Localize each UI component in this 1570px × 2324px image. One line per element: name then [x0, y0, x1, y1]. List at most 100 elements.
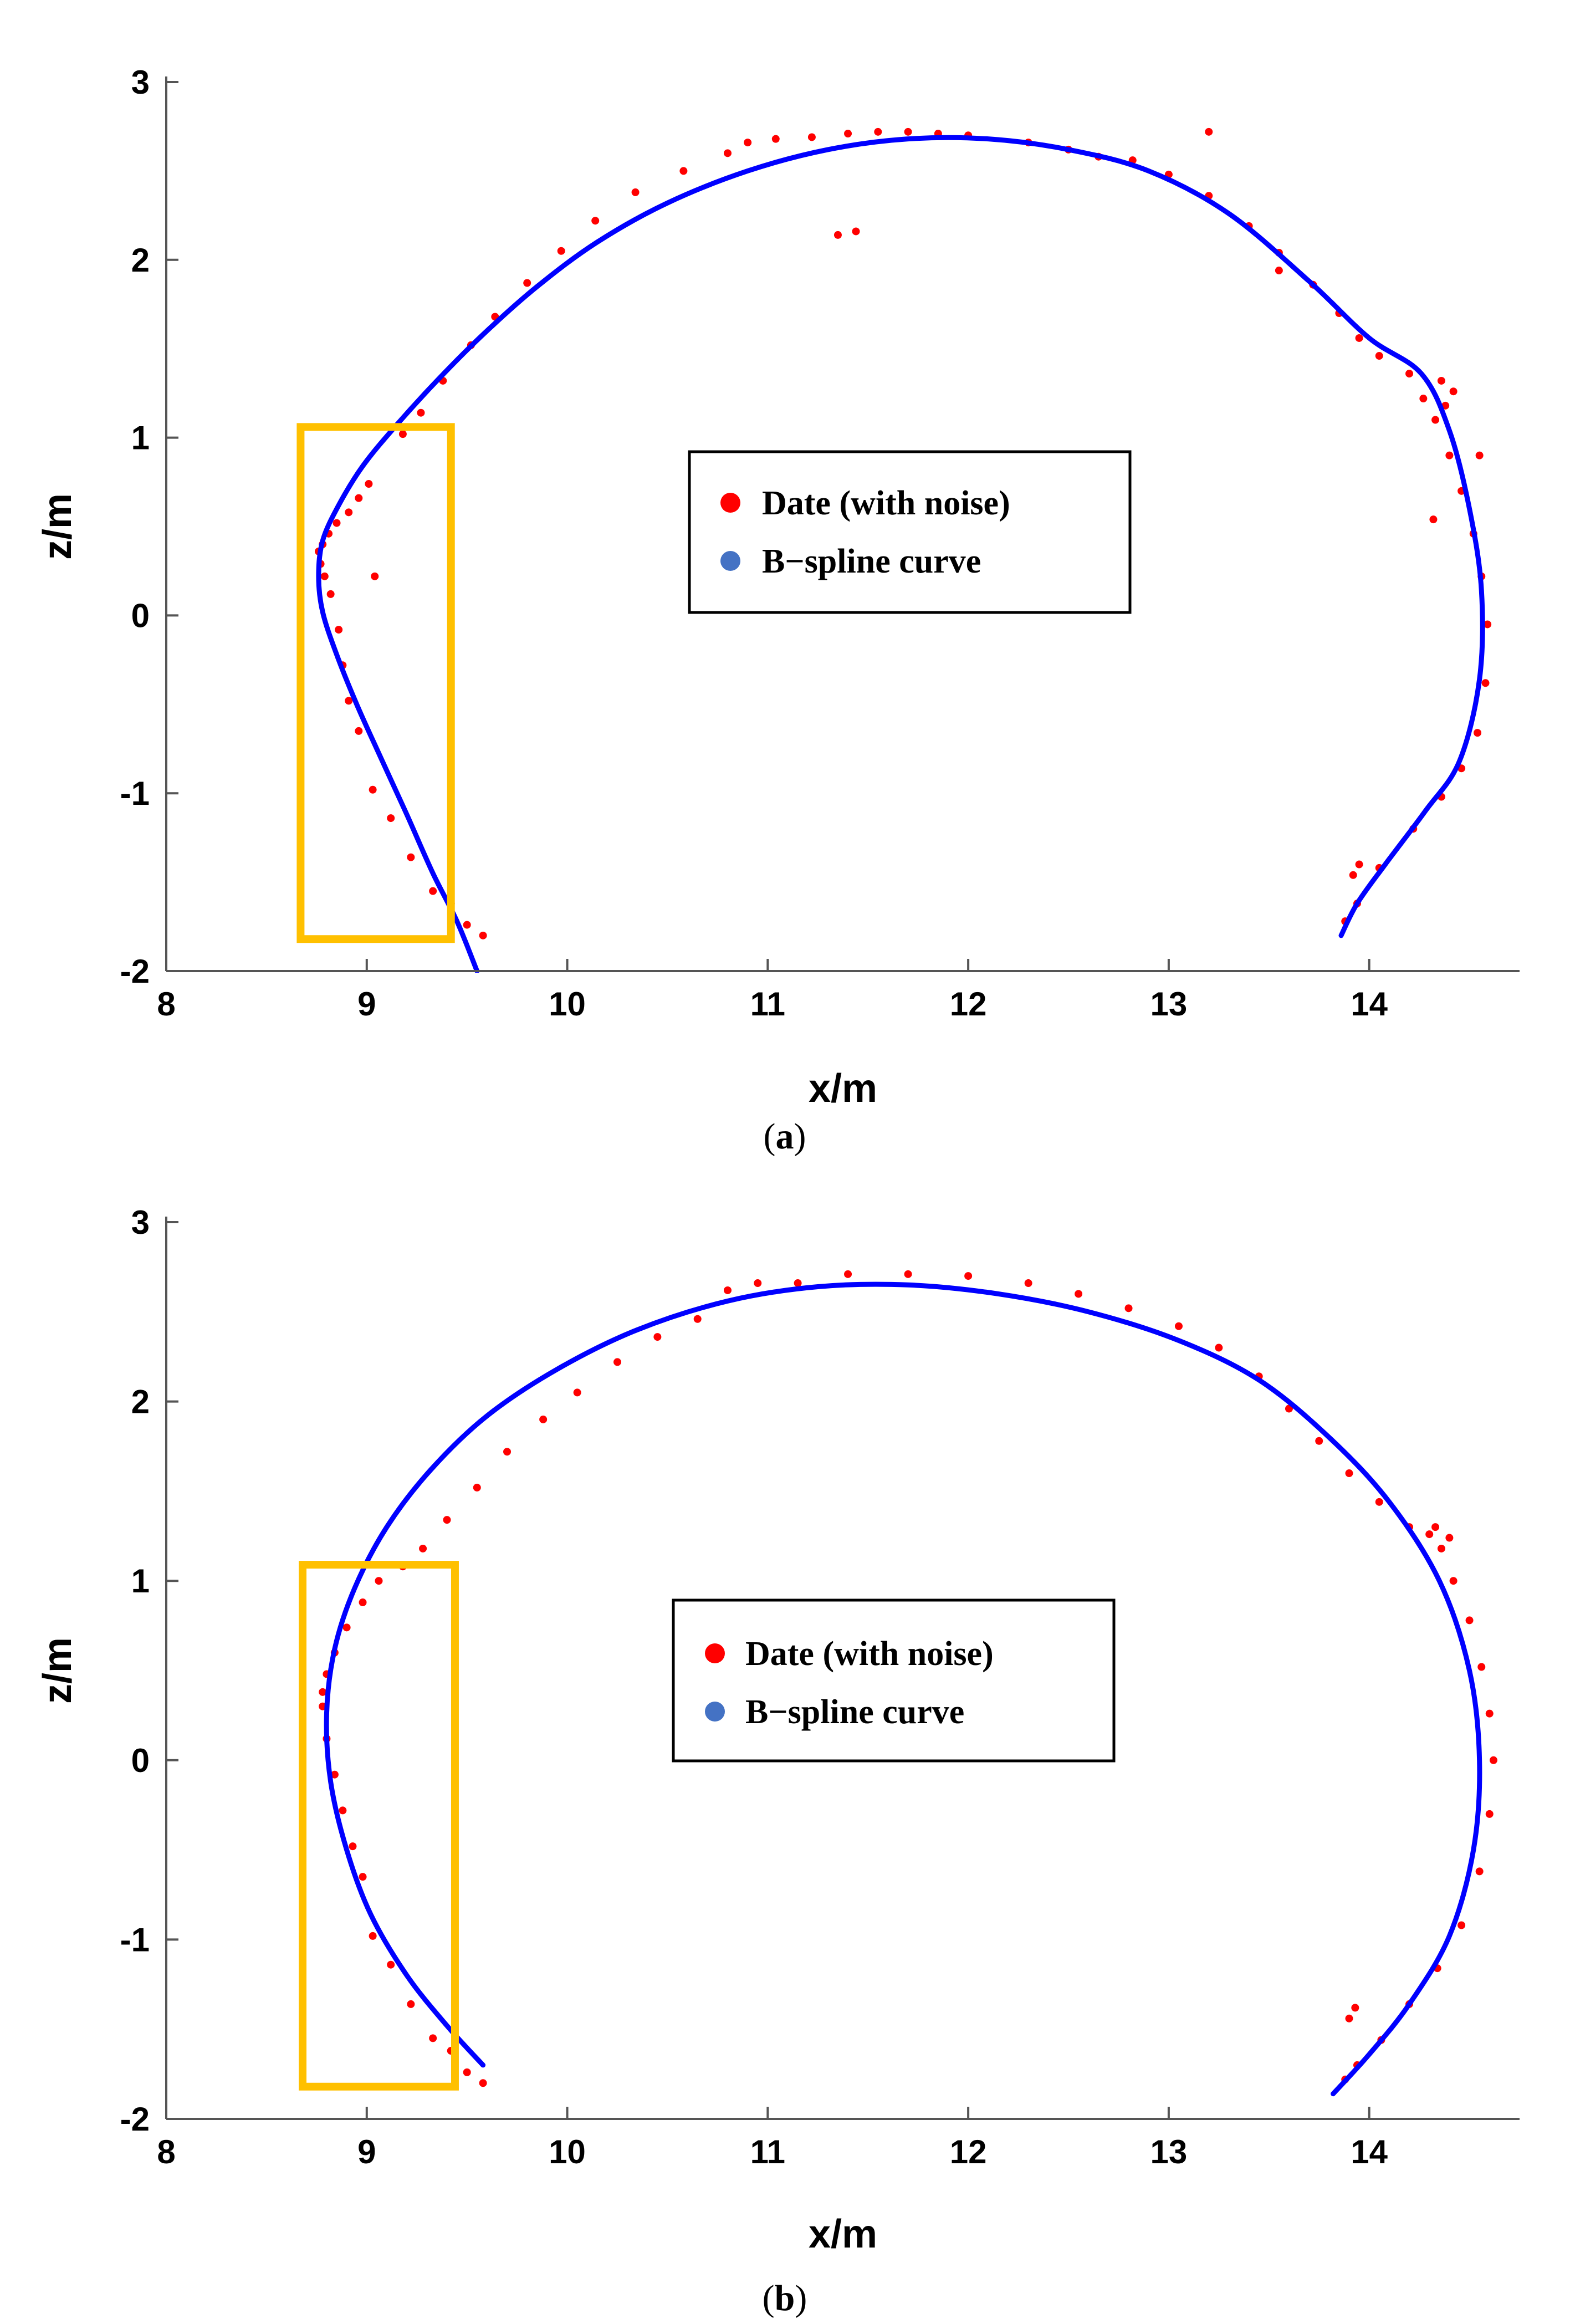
panel-b-data-point	[754, 1279, 762, 1288]
panel-a-data-point	[345, 697, 353, 705]
panel-b-legend-marker-data	[705, 1643, 725, 1663]
panel-b-data-point	[1425, 1530, 1434, 1539]
panel-a-y-tick-label: -2	[120, 953, 150, 990]
panel-a-data-point	[833, 231, 842, 239]
panel-b-y-tick-label: 0	[131, 1742, 150, 1779]
panel-a-highlight-box	[296, 423, 455, 943]
panel-a-x-tick-label: 11	[750, 985, 785, 1023]
panel-a-data-point	[407, 853, 415, 861]
panel-a-y-tick-label: 1	[131, 420, 150, 457]
panel-a-x-tick-label: 8	[157, 985, 175, 1023]
panel-a-data-point	[1419, 395, 1428, 403]
panel-b-data-point	[1345, 2014, 1353, 2022]
panel-b-y-tick-label: -2	[120, 2101, 150, 2138]
panel-b-data-point	[653, 1333, 662, 1341]
panel-b-data-point	[573, 1388, 581, 1397]
panel-a-data-point	[1484, 620, 1492, 629]
panel-a-legend-label-data: Date (with noise)	[762, 484, 1010, 522]
panel-b-y-tick-label: 2	[131, 1383, 150, 1421]
panel-a-x-tick-label: 9	[357, 985, 376, 1023]
panel-a-data-point	[1474, 729, 1482, 737]
panel-a-data-point	[1431, 416, 1440, 424]
panel-b-data-point	[844, 1270, 852, 1278]
panel-b-data-point	[463, 2068, 471, 2076]
panel-a-data-point	[679, 167, 688, 175]
panel-a-legend: Date (with noise) B−spline curve	[688, 450, 1132, 614]
panel-a-data-point	[1375, 352, 1383, 360]
panel-a-y-tick-label: 2	[131, 242, 150, 279]
panel-b-x-tick-label: 9	[357, 2133, 376, 2170]
panel-b-data-point	[1351, 2004, 1359, 2012]
panel-a-data-point	[631, 188, 640, 196]
panel-b-data-point	[1375, 1498, 1383, 1506]
panel-b-data-point	[369, 1932, 377, 1940]
panel-a-data-point	[429, 887, 437, 895]
panel-b-legend-label-curve: B−spline curve	[745, 1693, 964, 1731]
panel-b-data-point	[904, 1270, 912, 1278]
panel-a-data-point	[1475, 451, 1484, 459]
panel-a-legend-box	[688, 450, 1132, 614]
panel-b-data-point	[479, 2079, 487, 2087]
panel-a-y-tick-label: 0	[131, 597, 150, 634]
panel-b-data-point	[1485, 1709, 1494, 1718]
panel-a-x-tick-label: 13	[1150, 985, 1188, 1023]
panel-b-data-point	[1458, 1921, 1466, 1929]
panel-b-data-point	[375, 1577, 383, 1585]
panel-a-data-point	[1205, 127, 1213, 136]
panel-a-data-point	[1405, 370, 1414, 378]
panel-a-data-point	[320, 572, 329, 580]
panel-a-caption: (a)	[764, 1116, 806, 1157]
panel-a-data-point	[523, 279, 531, 287]
panel-a-data-point	[1449, 387, 1458, 396]
panel-b-data-point	[1315, 1437, 1323, 1445]
panel-a-data-point	[333, 519, 341, 527]
panel-b-data-point	[1449, 1577, 1458, 1585]
panel-a-data-point	[807, 133, 816, 141]
panel-a-data-point	[1275, 267, 1283, 275]
panel-b-data-point	[1345, 1469, 1353, 1478]
panel-b-x-tick-label: 8	[157, 2133, 175, 2170]
panel-b-y-tick-label: -1	[120, 1921, 150, 1958]
panel-b-data-point	[473, 1483, 481, 1492]
panel-a-data-point	[723, 149, 732, 157]
panel-b-data-point	[1475, 1867, 1484, 1876]
panel-b-x-tick-label: 11	[750, 2133, 785, 2170]
panel-b-data-point	[359, 1873, 367, 1881]
panel-b-data-point	[1465, 1616, 1474, 1625]
panel-b-data-point	[319, 1688, 327, 1696]
panel-a-legend-marker-data	[720, 493, 740, 513]
panel-b-x-tick-label: 10	[549, 2133, 586, 2170]
panel-b-data-point	[964, 1272, 973, 1280]
panel-b-x-tick-label: 12	[950, 2133, 987, 2170]
panel-a-x-tick-label: 14	[1351, 985, 1388, 1023]
panel-b-data-point	[794, 1279, 802, 1288]
panel-b-caption-letter: b	[775, 2278, 795, 2318]
panel-a-data-point	[844, 130, 852, 138]
panel-b-data-point	[443, 1516, 451, 1524]
panel-b-noisy-data-points	[319, 1270, 1497, 2087]
panel-a-data-point	[355, 494, 363, 502]
panel-b-x-axis-label: x/m	[809, 2212, 877, 2256]
panel-b-data-point	[1477, 1663, 1486, 1671]
panel-b-data-point	[1431, 1523, 1440, 1531]
panel-a-data-point	[591, 217, 600, 225]
panel-b-data-point	[429, 2034, 437, 2042]
panel-b-data-point	[342, 1623, 351, 1632]
panel-b-legend: Date (with noise) B−spline curve	[672, 1598, 1116, 1763]
panel-a-data-point	[1355, 860, 1363, 869]
panel-a-bspline-curve	[316, 135, 1485, 973]
panel-a-plot-area	[296, 127, 1492, 973]
panel-a-data-point	[369, 785, 377, 794]
panel-a-x-tick-label: 10	[549, 985, 586, 1023]
panel-b-data-point	[1124, 1304, 1133, 1312]
panel-b-caption: (b)	[763, 2278, 807, 2318]
panel-b-data-point	[1075, 1290, 1083, 1298]
panel-a-data-point	[335, 626, 343, 634]
panel-a-data-point	[1437, 376, 1445, 385]
panel-a-y-tick-label: -1	[120, 775, 150, 812]
panel-b-data-point	[693, 1315, 702, 1323]
panel-b-data-point	[1024, 1279, 1032, 1288]
